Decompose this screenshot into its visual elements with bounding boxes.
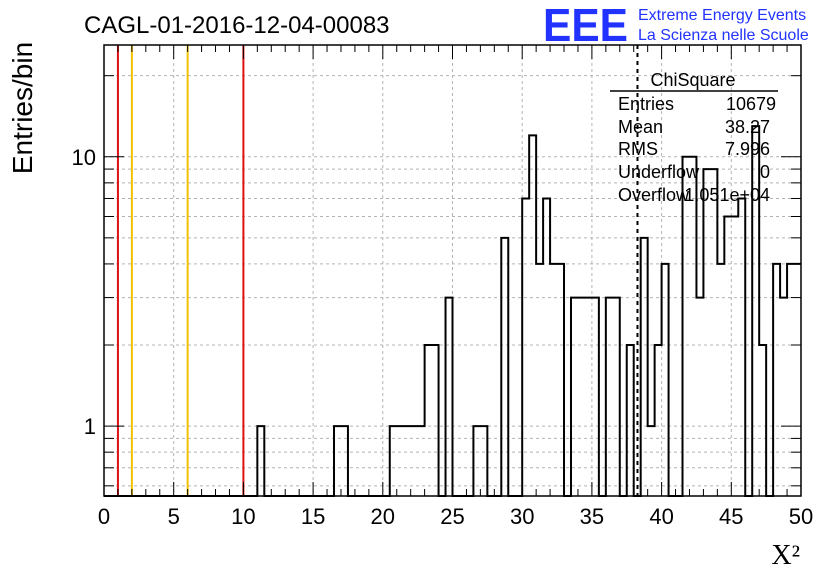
reference-lines — [116, 45, 639, 496]
x-axis-label: X² — [771, 540, 800, 571]
stats-label: Mean — [618, 117, 663, 137]
stats-row: Underflow 0 — [618, 162, 770, 182]
eee-logo-letters: EEE — [543, 0, 628, 51]
stats-value: 38.27 — [725, 117, 770, 137]
x-axis-ticks: 0 5 10 15 20 25 30 35 40 45 50 — [98, 45, 813, 529]
x-tick-label: 10 — [231, 504, 255, 529]
stats-value: 0 — [760, 162, 770, 182]
stats-row: Overflow 1.051e+04 — [618, 185, 770, 205]
stats-row: Entries 10679 — [618, 94, 776, 114]
stats-row: RMS 7.996 — [618, 139, 770, 159]
stats-box-title: ChiSquare — [650, 70, 735, 90]
x-tick-label: 40 — [649, 504, 673, 529]
y-axis-ticks: 1 10 — [72, 75, 801, 487]
y-axis-label: Entries/bin — [7, 42, 38, 174]
y-tick-label: 1 — [84, 414, 96, 439]
stats-value: 7.996 — [725, 139, 770, 159]
x-tick-label: 35 — [580, 504, 604, 529]
stats-label: Underflow — [618, 162, 700, 182]
eee-logo: EEE Extreme Energy Events La Scienza nel… — [543, 0, 809, 51]
stats-label: Overflow — [618, 185, 690, 205]
x-tick-label: 5 — [168, 504, 180, 529]
logo-line-1: Extreme Energy Events — [638, 7, 806, 24]
x-tick-label: 50 — [789, 504, 813, 529]
stats-label: RMS — [618, 139, 658, 159]
y-tick-label: 10 — [72, 145, 96, 170]
stats-value: 10679 — [726, 94, 776, 114]
x-tick-label: 15 — [301, 504, 325, 529]
x-tick-label: 0 — [98, 504, 110, 529]
stats-value: 1.051e+04 — [684, 185, 770, 205]
x-tick-label: 30 — [510, 504, 534, 529]
plot-title: CAGL-01-2016-12-04-00083 — [84, 12, 390, 39]
x-tick-label: 25 — [440, 504, 464, 529]
x-tick-label: 20 — [371, 504, 395, 529]
stats-label: Entries — [618, 94, 674, 114]
logo-line-2: La Scienza nelle Scuole — [638, 27, 809, 44]
stats-box: ChiSquare Entries 10679 Mean 38.27 RMS 7… — [610, 70, 778, 205]
stats-row: Mean 38.27 — [618, 117, 770, 137]
x-tick-label: 45 — [719, 504, 743, 529]
